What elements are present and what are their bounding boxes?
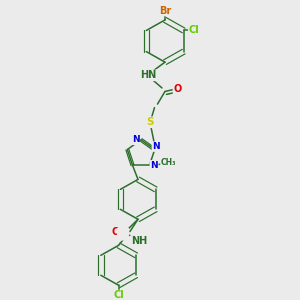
Text: Cl: Cl (189, 26, 200, 35)
Text: NH: NH (131, 236, 147, 246)
Text: O: O (118, 229, 127, 239)
Text: HN: HN (140, 70, 157, 80)
Text: N: N (150, 161, 158, 170)
Text: O: O (112, 227, 120, 237)
Text: Br: Br (159, 6, 171, 16)
Text: N: N (152, 142, 160, 151)
Text: O: O (173, 83, 182, 94)
Text: Cl: Cl (113, 290, 124, 300)
Text: S: S (146, 117, 154, 127)
Text: N: N (132, 135, 140, 144)
Text: CH₃: CH₃ (160, 158, 176, 167)
Text: O: O (119, 229, 127, 239)
